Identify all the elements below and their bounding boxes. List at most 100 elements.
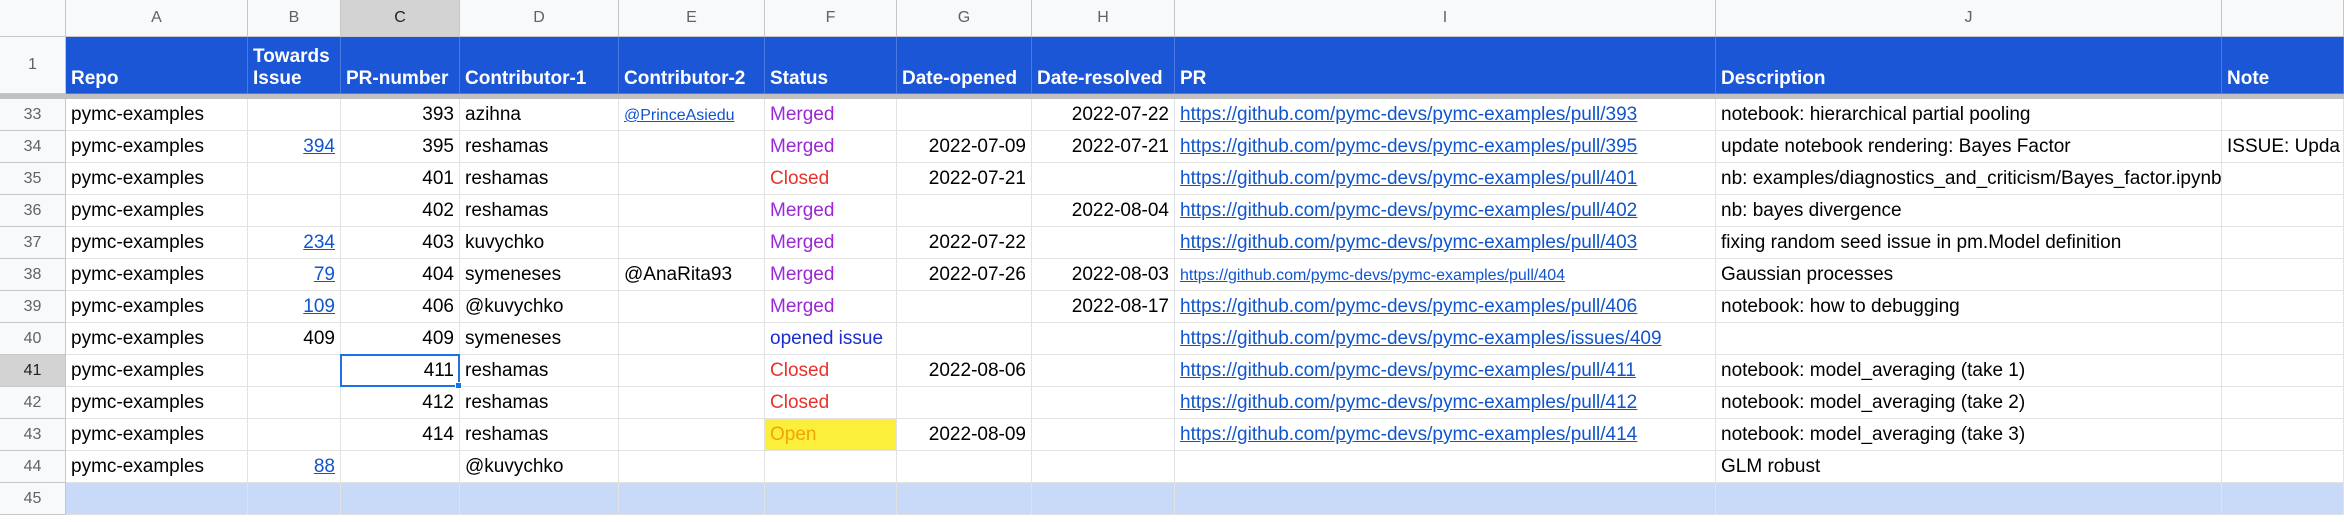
cell	[619, 451, 765, 483]
cell	[2222, 291, 2344, 323]
corner	[0, 0, 66, 37]
link[interactable]: https://github.com/pymc-devs/pymc-exampl…	[1180, 200, 1638, 221]
row-number: 45	[0, 483, 66, 515]
cell: 2022-07-22	[897, 227, 1032, 259]
cell: pymc-examples	[66, 323, 248, 355]
cell: 406	[341, 291, 460, 323]
link[interactable]: https://github.com/pymc-devs/pymc-exampl…	[1180, 424, 1638, 445]
link[interactable]: https://github.com/pymc-devs/pymc-exampl…	[1180, 392, 1638, 413]
cell: https://github.com/pymc-devs/pymc-exampl…	[1175, 355, 1716, 387]
cell	[1032, 355, 1175, 387]
cell	[2222, 355, 2344, 387]
link[interactable]: https://github.com/pymc-devs/pymc-exampl…	[1180, 360, 1636, 381]
cell: Closed	[765, 163, 897, 195]
cell	[619, 291, 765, 323]
column-header: F	[765, 0, 897, 37]
cell	[341, 483, 460, 515]
row-number: 37	[0, 227, 66, 259]
cell: symeneses	[460, 323, 619, 355]
cell	[1032, 451, 1175, 483]
link[interactable]: https://github.com/pymc-devs/pymc-exampl…	[1180, 136, 1638, 157]
cell: 2022-08-09	[897, 419, 1032, 451]
cell: 409	[248, 323, 341, 355]
cell: pymc-examples	[66, 355, 248, 387]
cell: https://github.com/pymc-devs/pymc-exampl…	[1175, 99, 1716, 131]
cell: 2022-08-03	[1032, 259, 1175, 291]
header-cell: Description	[1716, 37, 2222, 94]
cell: reshamas	[460, 163, 619, 195]
row-number: 44	[0, 451, 66, 483]
cell: 88	[248, 451, 341, 483]
link[interactable]: https://github.com/pymc-devs/pymc-exampl…	[1180, 296, 1638, 317]
cell	[248, 355, 341, 387]
cell	[248, 99, 341, 131]
link[interactable]: 234	[303, 232, 335, 253]
header-cell: Repo	[66, 37, 248, 94]
cell	[248, 483, 341, 515]
cell: notebook: model_averaging (take 3)	[1716, 419, 2222, 451]
cell	[248, 419, 341, 451]
cell: notebook: model_averaging (take 1)	[1716, 355, 2222, 387]
cell: kuvychko	[460, 227, 619, 259]
cell	[341, 451, 460, 483]
header-cell: Towards Issue	[248, 37, 341, 94]
link[interactable]: @PrinceAsiedu	[624, 107, 735, 124]
link[interactable]: 79	[313, 264, 335, 285]
cell: Closed	[765, 387, 897, 419]
link[interactable]: https://github.com/pymc-devs/pymc-exampl…	[1180, 232, 1638, 253]
cell	[897, 387, 1032, 419]
cell	[765, 451, 897, 483]
cell: pymc-examples	[66, 387, 248, 419]
cell: pymc-examples	[66, 195, 248, 227]
cell: https://github.com/pymc-devs/pymc-exampl…	[1175, 195, 1716, 227]
link[interactable]: 88	[313, 456, 335, 477]
cell: 2022-07-21	[1032, 131, 1175, 163]
cell: 412	[341, 387, 460, 419]
row-number: 1	[0, 37, 66, 94]
cell: 234	[248, 227, 341, 259]
cell: reshamas	[460, 195, 619, 227]
cell: 404	[341, 259, 460, 291]
link[interactable]: https://github.com/pymc-devs/pymc-exampl…	[1180, 104, 1638, 125]
cell	[619, 355, 765, 387]
cell: notebook: model_averaging (take 2)	[1716, 387, 2222, 419]
column-header: A	[66, 0, 248, 37]
cell: nb: bayes divergence	[1716, 195, 2222, 227]
cell: 2022-08-06	[897, 355, 1032, 387]
cell	[248, 195, 341, 227]
cell: pymc-examples	[66, 131, 248, 163]
row-number: 43	[0, 419, 66, 451]
cell: 393	[341, 99, 460, 131]
row-number: 33	[0, 99, 66, 131]
column-header: E	[619, 0, 765, 37]
link[interactable]: https://github.com/pymc-devs/pymc-exampl…	[1180, 267, 1566, 284]
cell	[619, 131, 765, 163]
cell: reshamas	[460, 131, 619, 163]
cell: Merged	[765, 291, 897, 323]
cell	[897, 195, 1032, 227]
cell	[897, 291, 1032, 323]
cell: pymc-examples	[66, 99, 248, 131]
link[interactable]: 109	[303, 296, 335, 317]
cell	[2222, 227, 2344, 259]
cell	[248, 387, 341, 419]
link[interactable]: https://github.com/pymc-devs/pymc-exampl…	[1180, 328, 1662, 349]
cell	[1716, 323, 2222, 355]
cell	[2222, 163, 2344, 195]
cell: https://github.com/pymc-devs/pymc-exampl…	[1175, 291, 1716, 323]
link[interactable]: 394	[303, 136, 335, 157]
cell	[619, 163, 765, 195]
cell: 402	[341, 195, 460, 227]
cell	[897, 323, 1032, 355]
link[interactable]: https://github.com/pymc-devs/pymc-exampl…	[1180, 168, 1638, 189]
cell: 2022-08-04	[1032, 195, 1175, 227]
cell: pymc-examples	[66, 227, 248, 259]
cell: 401	[341, 163, 460, 195]
cell: 395	[341, 131, 460, 163]
cell: update notebook rendering: Bayes Factor	[1716, 131, 2222, 163]
row-number: 39	[0, 291, 66, 323]
cell	[248, 163, 341, 195]
header-cell: Date-resolved	[1032, 37, 1175, 94]
row-number: 41	[0, 355, 66, 387]
